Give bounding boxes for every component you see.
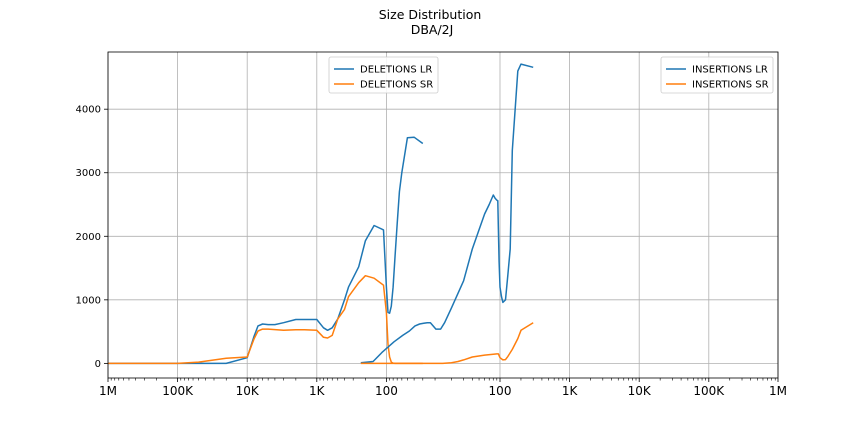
y-tick-label: 0 — [95, 359, 101, 370]
x-tick-label: 10K — [628, 384, 652, 398]
legend-label: INSERTIONS SR — [692, 80, 769, 91]
x-tick-label: 1M — [99, 384, 117, 398]
legend-box — [328, 56, 439, 94]
y-tick-label: 1000 — [76, 295, 101, 306]
legend-label: INSERTIONS LR — [692, 65, 768, 76]
y-tick-label: 3000 — [76, 168, 101, 179]
legend-insertions: INSERTIONS LR INSERTIONS SR — [660, 56, 774, 94]
y-axis: 0 1000 2000 3000 4000 — [76, 105, 108, 370]
series-line-deletions-sr — [108, 274, 423, 365]
series-line-insertions-lr — [360, 63, 534, 364]
x-tick-label: 100K — [162, 384, 194, 398]
x-tick-label: 100K — [693, 384, 725, 398]
legend-box — [660, 56, 774, 94]
legend-label: DELETIONS SR — [360, 80, 433, 91]
chart-title: Size Distribution — [379, 7, 482, 22]
x-tick-label: 1M — [769, 384, 787, 398]
series-line-insertions-sr — [360, 322, 534, 365]
x-tick-label: 1K — [562, 384, 579, 398]
plot-frame — [107, 51, 779, 379]
x-tick-label: 10K — [236, 384, 260, 398]
x-tick-label: 1K — [309, 384, 326, 398]
legend-deletions: DELETIONS LR DELETIONS SR — [328, 56, 439, 94]
y-tick-label: 2000 — [76, 232, 101, 243]
legend-label: DELETIONS LR — [360, 65, 432, 76]
x-tick-label: 100 — [489, 384, 512, 398]
series-layer — [108, 63, 534, 365]
chart-subtitle: DBA/2J — [411, 22, 454, 37]
y-tick-label: 4000 — [76, 105, 101, 116]
x-axis: 1M 100K 10K 1K 100 100 1K 10K 100K 1M — [99, 378, 787, 398]
grid-lines — [107, 52, 779, 378]
x-tick-label: 100 — [375, 384, 398, 398]
